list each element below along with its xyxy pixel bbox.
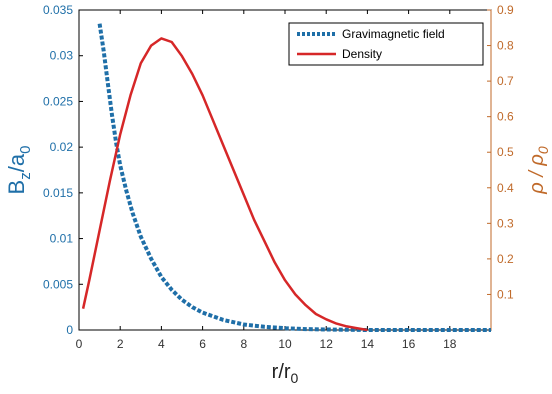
x-tick-label: 14 xyxy=(361,337,375,351)
svg-text:ρ / ρ0: ρ / ρ0 xyxy=(526,146,551,195)
y-right-tick-label: 0.1 xyxy=(497,287,514,301)
y-right-tick-label: 0.4 xyxy=(497,181,514,195)
x-tick-label: 10 xyxy=(278,337,292,351)
y-left-tick-label: 0.02 xyxy=(50,140,74,154)
y-left-tick-label: 0.01 xyxy=(50,232,74,246)
y-left-tick-label: 0.035 xyxy=(43,3,73,17)
y-left-tick-label: 0.015 xyxy=(43,186,73,200)
x-axis-label: r/r0 xyxy=(272,361,299,386)
y-right-tick-label: 0.9 xyxy=(497,3,514,17)
x-tick-label: 8 xyxy=(240,337,247,351)
x-tick-label: 12 xyxy=(320,337,334,351)
y-right-tick-label: 0.7 xyxy=(497,74,514,88)
y-left-axis-label: Bz/a0 xyxy=(4,146,34,195)
y-right-tick-label: 0.6 xyxy=(497,110,514,124)
y-right-tick-label: 0.3 xyxy=(497,216,514,230)
series-line-density xyxy=(81,37,368,332)
x-tick-label: 6 xyxy=(199,337,206,351)
y-left-ticks: 0 0.005 0.01 0.015 0.02 0.025 0.03 0.035 xyxy=(43,3,83,337)
legend: Gravimagnetic field Density xyxy=(288,22,484,66)
svg-text:Bz/a0: Bz/a0 xyxy=(4,146,34,195)
x-ticks: 0 2 4 6 8 10 12 14 16 18 xyxy=(76,10,457,351)
series-line-gravimagnetic xyxy=(97,23,491,332)
y-left-tick-label: 0.03 xyxy=(50,49,74,63)
y-right-axis-label: ρ / ρ0 xyxy=(526,146,551,195)
legend-label-gravimagnetic: Gravimagnetic field xyxy=(342,27,445,41)
legend-box xyxy=(288,22,484,66)
series-layer xyxy=(81,23,491,332)
x-tick-label: 2 xyxy=(117,337,124,351)
x-tick-label: 16 xyxy=(402,337,416,351)
y-left-tick-label: 0.005 xyxy=(43,277,73,291)
y-right-tick-label: 0.5 xyxy=(497,145,514,159)
x-tick-label: 4 xyxy=(158,337,165,351)
legend-label-density: Density xyxy=(342,47,382,61)
x-tick-label: 0 xyxy=(76,337,83,351)
y-right-tick-label: 0.8 xyxy=(497,39,514,53)
y-right-ticks: 0.1 0.2 0.3 0.4 0.5 0.6 0.7 0.8 0.9 xyxy=(487,3,514,301)
y-right-tick-label: 0.2 xyxy=(497,252,514,266)
x-tick-label: 18 xyxy=(443,337,457,351)
y-left-tick-label: 0 xyxy=(66,323,73,337)
y-left-tick-label: 0.025 xyxy=(43,94,73,108)
